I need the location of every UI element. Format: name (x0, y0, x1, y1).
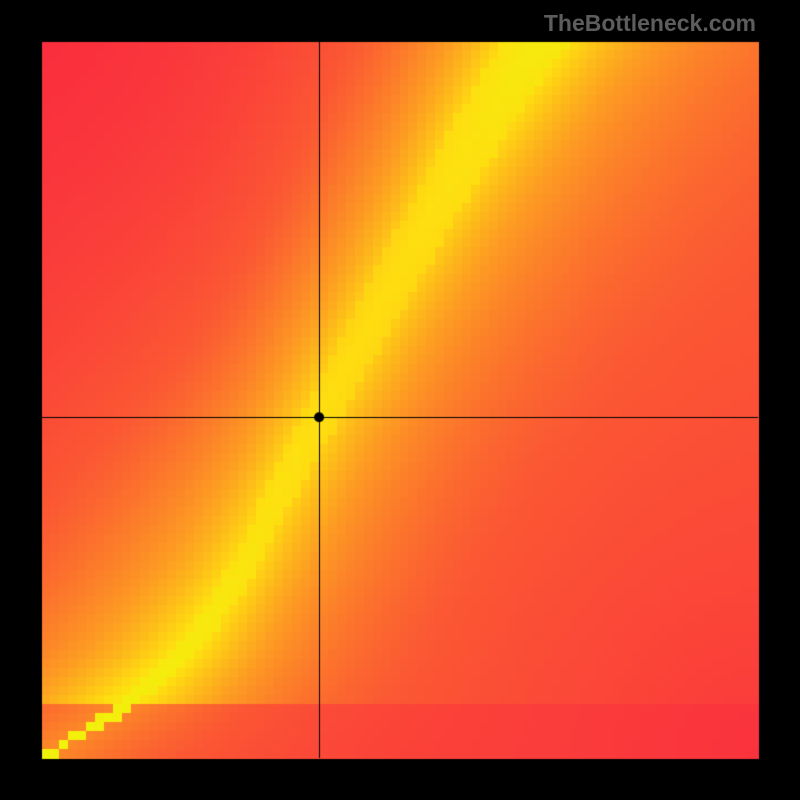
bottleneck-heatmap (0, 0, 800, 800)
watermark-text: TheBottleneck.com (544, 10, 756, 37)
chart-container: TheBottleneck.com (0, 0, 800, 800)
